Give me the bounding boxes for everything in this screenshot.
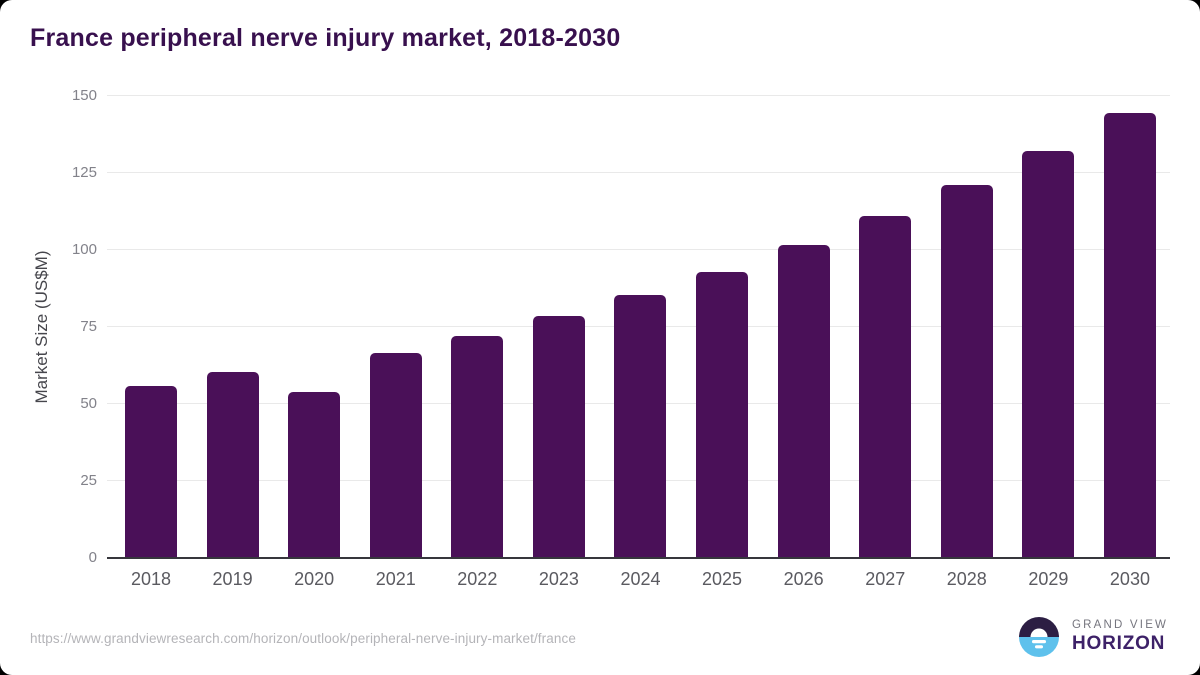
y-axis-tick-label-0: 0 <box>88 549 97 566</box>
x-axis-label-2027: 2027 <box>865 569 906 589</box>
bar-2021 <box>369 353 422 558</box>
x-axis-label-2025: 2025 <box>702 569 743 589</box>
logo-horizon-label: HORIZON <box>1072 633 1166 654</box>
x-axis-label-2026: 2026 <box>783 569 824 589</box>
y-axis-tick-label-25: 25 <box>80 472 97 489</box>
bar-2022 <box>451 336 504 558</box>
x-axis-label-2028: 2028 <box>946 569 987 589</box>
gridline-125 <box>107 172 1170 173</box>
grand-view-horizon-logo: GRAND VIEW HORIZON <box>1018 616 1168 658</box>
gridline-150 <box>107 95 1170 96</box>
logo-grand-view-label: GRAND VIEW <box>1072 619 1169 631</box>
bar-2019 <box>206 371 259 558</box>
x-axis-label-2024: 2024 <box>620 569 661 589</box>
x-axis-label-2020: 2020 <box>294 569 335 589</box>
x-axis-line <box>107 557 1170 559</box>
y-axis-tick-label-100: 100 <box>71 241 97 258</box>
x-axis-label-2029: 2029 <box>1028 569 1069 589</box>
page-title: France peripheral nerve injury market, 2… <box>30 24 621 52</box>
bar-2023 <box>532 316 585 558</box>
x-axis-label-2022: 2022 <box>457 569 498 589</box>
plot-area <box>107 95 1170 559</box>
bar-2026 <box>777 245 830 558</box>
chart: Market Size (US$M) 0 25 50 75 100 125 150 2018 2… <box>32 87 1170 589</box>
bar-2027 <box>859 216 912 558</box>
y-axis-tick-label-75: 75 <box>80 318 97 335</box>
source-url: https://www.grandviewresearch.com/horizo… <box>30 631 576 646</box>
bar-2028 <box>940 185 993 558</box>
bar-2030 <box>1103 112 1156 558</box>
y-axis-tick-label-50: 50 <box>80 395 97 412</box>
bar-2029 <box>1022 151 1075 558</box>
horizon-sunrise-icon <box>1019 617 1059 657</box>
bar-2018 <box>125 385 177 558</box>
x-axis-label-2030: 2030 <box>1109 569 1150 589</box>
logo-text: GRAND VIEW HORIZON <box>1072 619 1168 655</box>
bar-2024 <box>614 294 667 558</box>
bar-2020 <box>288 391 341 558</box>
x-axis-label-2021: 2021 <box>375 569 416 589</box>
y-axis-tick-label-150: 150 <box>71 87 97 104</box>
x-axis-label-2018: 2018 <box>130 569 172 589</box>
y-axis-tick-label-125: 125 <box>71 164 97 181</box>
bar-2025 <box>696 271 749 558</box>
x-axis-label-2019: 2019 <box>212 569 253 589</box>
gridline-100 <box>107 249 1170 250</box>
x-axis-label-2023: 2023 <box>538 569 579 589</box>
